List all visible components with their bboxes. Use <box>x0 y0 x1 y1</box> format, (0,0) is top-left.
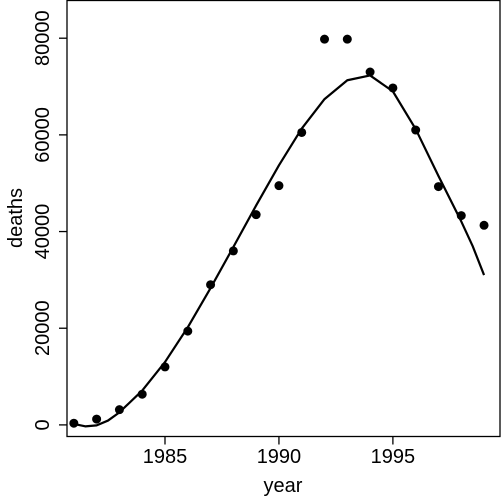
y-axis: 0 20000 40000 60000 80000 <box>32 10 67 430</box>
data-points-layer <box>69 34 489 428</box>
data-point <box>342 34 352 44</box>
plot-frame <box>66 0 501 438</box>
data-point <box>251 210 261 220</box>
x-tick-label: 1985 <box>143 446 188 468</box>
data-point <box>92 414 102 424</box>
data-point <box>388 83 398 93</box>
y-tick-label: 40000 <box>32 204 54 260</box>
data-point <box>320 34 330 44</box>
data-point <box>365 67 375 77</box>
y-axis-label: deaths <box>5 188 27 248</box>
data-point <box>297 127 307 137</box>
data-point <box>160 362 170 372</box>
data-point <box>479 220 489 230</box>
data-point <box>137 389 147 399</box>
x-axis: 1985 1990 1995 <box>143 436 416 468</box>
data-point <box>228 246 238 256</box>
x-tick-label: 1990 <box>257 446 302 468</box>
y-tick-label: 60000 <box>32 107 54 163</box>
fit-curve-layer <box>73 74 486 428</box>
data-point <box>206 280 216 290</box>
data-point <box>69 418 79 428</box>
x-tick-label: 1995 <box>371 446 416 468</box>
data-point <box>274 181 284 191</box>
fit-curve <box>73 74 486 428</box>
data-point <box>411 125 421 135</box>
data-point <box>433 182 443 192</box>
y-tick-label: 80000 <box>32 10 54 66</box>
data-point <box>114 405 124 415</box>
data-point <box>456 211 466 221</box>
data-point <box>183 326 193 336</box>
x-axis-label: year <box>264 475 303 497</box>
y-tick-label: 0 <box>32 419 54 430</box>
y-tick-label: 20000 <box>32 300 54 356</box>
